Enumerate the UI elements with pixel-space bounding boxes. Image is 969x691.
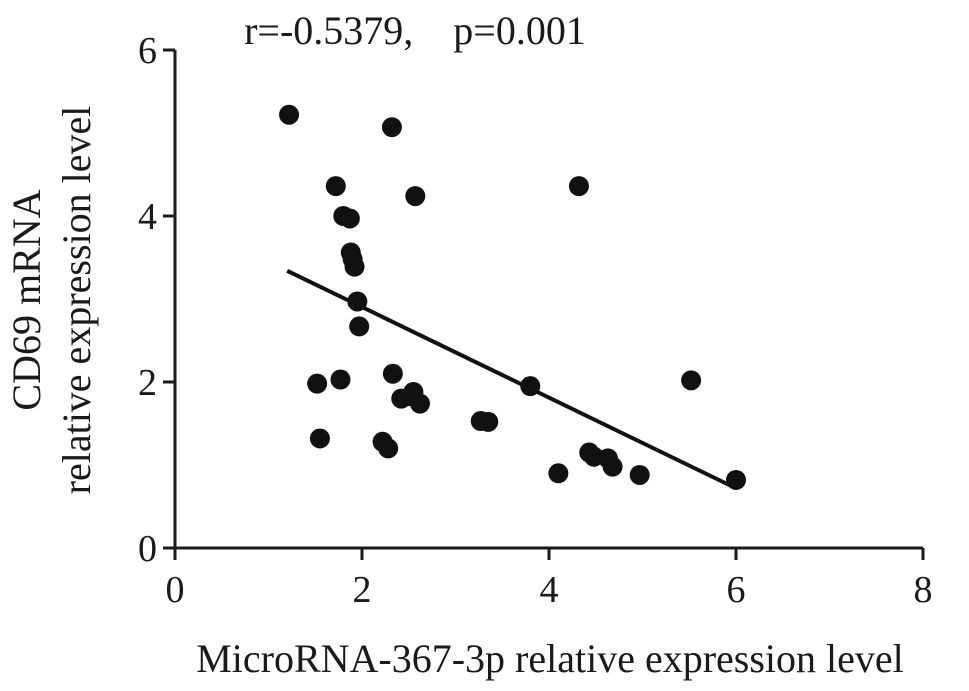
data-point — [409, 393, 430, 414]
data-point — [378, 438, 399, 459]
data-point — [629, 464, 650, 485]
data-point — [309, 428, 330, 449]
data-point — [405, 186, 426, 207]
correlation-annotation: r=-0.5379, p=0.001 — [244, 8, 586, 53]
data-point — [478, 411, 499, 432]
data-point — [330, 369, 351, 390]
data-point — [382, 363, 403, 384]
data-point — [726, 469, 746, 490]
data-point — [602, 456, 623, 477]
x-axis-title: MicroRNA-367-3p relative expression leve… — [196, 636, 904, 681]
data-point — [548, 463, 569, 484]
data-point — [307, 373, 328, 394]
y-axis-title-line-1: CD69 mRNA — [4, 189, 49, 410]
x-tick-label: 0 — [166, 569, 185, 611]
x-tick-label: 4 — [540, 569, 559, 611]
data-point — [349, 316, 370, 337]
y-tick-label: 4 — [138, 196, 157, 238]
y-tick-label: 2 — [138, 362, 157, 404]
data-points — [279, 104, 746, 490]
data-point — [344, 256, 365, 277]
data-point — [325, 176, 346, 197]
data-point — [568, 176, 589, 197]
data-point — [520, 376, 541, 397]
y-axis-title: CD69 mRNA relative expression level — [4, 106, 99, 495]
x-tick-label: 6 — [727, 569, 746, 611]
y-tick-label: 6 — [138, 30, 157, 72]
data-point — [381, 117, 402, 138]
y-axis-title-line-2: relative expression level — [54, 106, 99, 495]
y-ticks: 0 2 4 6 — [138, 30, 175, 570]
data-point — [279, 104, 300, 125]
data-point — [347, 291, 368, 312]
y-tick-label: 0 — [138, 528, 157, 570]
x-tick-label: 8 — [914, 569, 933, 611]
data-point — [681, 370, 702, 391]
data-point — [339, 208, 360, 229]
x-tick-label: 2 — [353, 569, 372, 611]
x-ticks: 0 2 4 6 8 — [166, 548, 933, 611]
